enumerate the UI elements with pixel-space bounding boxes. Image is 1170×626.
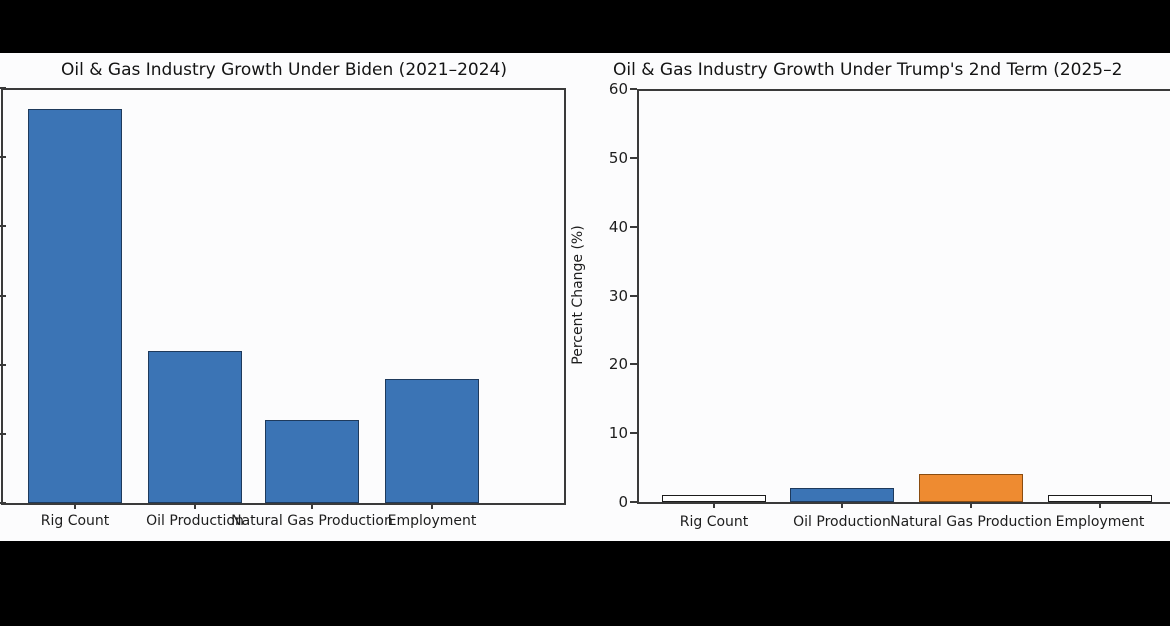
y-tick-label: 20 (608, 355, 628, 374)
bar-rig-count (662, 495, 766, 502)
x-tick-mark (431, 503, 433, 509)
x-tick-label-rig-count: Rig Count (679, 514, 749, 530)
x-tick-label-employment: Employment (387, 513, 477, 529)
y-tick-mark (630, 88, 637, 90)
y-tick-label: 60 (608, 80, 628, 98)
trump-plot-area (637, 89, 1170, 504)
y-tick-label: 10 (608, 424, 628, 443)
figure-canvas: Oil & Gas Industry Growth Under Biden (2… (0, 53, 1170, 541)
x-tick-mark (970, 502, 972, 508)
y-tick-label: 0 (618, 493, 628, 511)
trump-chart-title: Oil & Gas Industry Growth Under Trump's … (613, 60, 1123, 80)
y-tick-mark (630, 156, 637, 159)
bar-oil-production (148, 350, 242, 503)
x-tick-mark (311, 503, 313, 509)
y-tick-mark (630, 363, 637, 366)
bar-oil-production (790, 488, 894, 502)
y-tick-mark (630, 225, 637, 228)
x-tick-mark (1099, 502, 1101, 508)
y-tick-mark (0, 156, 6, 159)
y-tick-mark (630, 432, 637, 435)
x-tick-label-natural-gas-production: Natural Gas Production (890, 514, 1052, 530)
x-tick-mark (841, 502, 843, 508)
bar-natural-gas-production (265, 420, 359, 503)
bar-employment (1048, 495, 1152, 502)
y-tick-label: 40 (608, 217, 628, 236)
x-tick-mark (194, 503, 196, 509)
x-tick-label-rig-count: Rig Count (40, 513, 110, 529)
y-tick-mark (0, 363, 6, 366)
x-tick-label-oil-production: Oil Production (146, 513, 244, 529)
x-tick-label-employment: Employment (1055, 514, 1145, 530)
biden-chart-title: Oil & Gas Industry Growth Under Biden (2… (61, 60, 507, 80)
y-tick-mark (630, 501, 637, 503)
biden-plot-area (1, 88, 566, 505)
bar-natural-gas-production (919, 474, 1023, 502)
y-tick-mark (0, 225, 6, 228)
y-tick-mark (630, 294, 637, 297)
x-tick-label-natural-gas-production: Natural Gas Production (231, 513, 393, 529)
bar-employment (385, 378, 479, 503)
x-tick-label-oil-production: Oil Production (793, 514, 891, 530)
y-tick-mark (0, 87, 6, 89)
bar-rig-count (28, 108, 122, 503)
y-tick-label: 30 (608, 286, 628, 305)
x-tick-mark (74, 503, 76, 509)
x-tick-mark (713, 502, 715, 508)
y-tick-mark (0, 502, 6, 504)
biden-bar-chart: Oil & Gas Industry Growth Under Biden (2… (0, 53, 1170, 541)
y-tick-mark (0, 294, 6, 297)
trump-bar-chart: Oil & Gas Industry Growth Under Trump's … (0, 53, 1170, 541)
y-tick-mark (0, 432, 6, 435)
y-tick-label: 50 (608, 148, 628, 167)
